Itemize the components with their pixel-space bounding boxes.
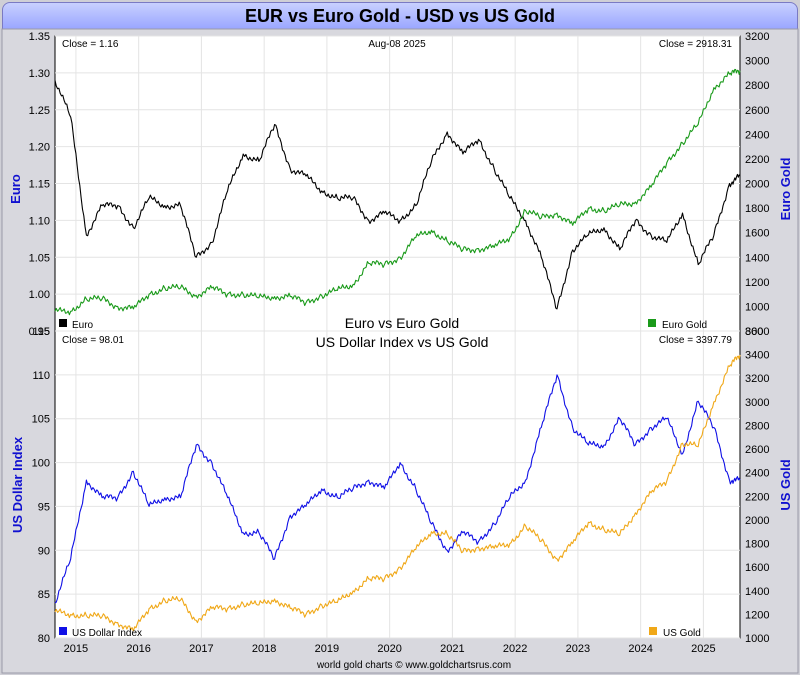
right-y-tick-label: 2400 [745,468,769,480]
bottom-plot-area [54,330,741,639]
legend-us-gold-swatch [649,627,657,635]
page-title: EUR vs Euro Gold - USD vs US Gold [244,6,556,26]
left-y-tick-label: 85 [38,589,50,601]
right-y-tick-label: 2600 [745,105,769,117]
x-tick-label: 2025 [691,643,715,655]
x-tick-label: 2022 [503,643,527,655]
left-y-tick-label: 1.15 [29,179,50,191]
x-tick-label: 2018 [252,643,276,655]
right-y-tick-label: 2000 [745,179,769,191]
right-y-tick-label: 1600 [745,562,769,574]
right-y-tick-label: 1400 [745,586,769,598]
left-y-tick-label: 110 [32,370,50,382]
bottom-right-axis-title: US Gold [778,459,793,510]
right-y-tick-label: 1600 [745,228,769,240]
x-tick-label: 2016 [126,643,150,655]
top-right-axis-title: Euro Gold [778,158,793,221]
right-y-tick-label: 1000 [745,301,769,313]
series-line-euro-gold [54,68,741,316]
x-tick-label: 2021 [440,643,464,655]
series-line-us-dollar-index [54,374,741,604]
left-y-tick-label: 1.10 [29,215,50,227]
right-y-tick-label: 3000 [745,397,769,409]
left-y-tick-label: 105 [32,414,50,426]
right-y-tick-label: 3200 [745,373,769,385]
top-left-axis-title: Euro [8,174,23,204]
left-y-tick-label: 115 [32,326,50,338]
right-y-tick-label: 1800 [745,539,769,551]
right-y-tick-label: 1400 [745,252,769,264]
x-tick-label: 2023 [566,643,590,655]
x-tick-label: 2019 [315,643,339,655]
legend-euro-label: Euro [72,320,94,331]
x-tick-label: 2017 [189,643,213,655]
legend-euro-gold-label: Euro Gold [662,320,707,331]
bottom-left-axis-title: US Dollar Index [10,436,25,533]
top-close-left: Close = 1.16 [62,39,119,50]
legend-euro-swatch [59,319,67,327]
x-tick-label: 2015 [64,643,88,655]
right-y-tick-label: 2800 [745,420,769,432]
left-y-tick-label: 100 [32,458,50,470]
bottom-chart-title: US Dollar Index vs US Gold [316,334,489,350]
bottom-close-right: Close = 3397.79 [659,335,733,346]
left-y-tick-label: 1.25 [29,105,50,117]
right-y-tick-label: 2600 [745,444,769,456]
right-y-tick-label: 1800 [745,203,769,215]
right-y-tick-label: 800 [745,326,763,338]
footer-credit: world gold charts © www.goldchartsrus.co… [316,660,511,671]
right-y-tick-label: 1200 [745,277,769,289]
legend-usd-label: US Dollar Index [72,628,142,639]
right-y-tick-label: 3000 [745,56,769,68]
right-y-tick-label: 3200 [745,31,769,43]
left-y-tick-label: 1.05 [29,252,50,264]
right-y-tick-label: 3600 [745,326,769,338]
right-y-tick-label: 1000 [745,633,769,645]
top-date-label: Aug-08 2025 [368,39,426,50]
series-line-us-gold [54,354,741,632]
legend-euro-gold-swatch [648,319,656,327]
right-y-tick-label: 1200 [745,609,769,621]
left-y-tick-label: 1.30 [29,68,50,80]
right-y-tick-label: 3400 [745,350,769,362]
right-y-tick-label: 2000 [745,515,769,527]
right-y-tick-label: 2200 [745,491,769,503]
x-tick-label: 2024 [628,643,652,655]
x-tick-label: 2020 [377,643,401,655]
right-y-tick-label: 2400 [745,129,769,141]
left-y-tick-label: 80 [38,633,50,645]
top-close-right: Close = 2918.31 [659,39,733,50]
left-y-tick-label: 1.20 [29,142,50,154]
top-chart-title: Euro vs Euro Gold [345,315,459,331]
series-line-euro [54,80,741,310]
left-y-tick-label: 90 [38,545,50,557]
chart-title-bar: EUR vs Euro Gold - USD vs US Gold [2,2,798,30]
left-y-tick-label: 1.00 [29,289,50,301]
left-y-tick-label: 0.95 [29,326,50,338]
legend-usd-swatch [59,627,67,635]
left-y-tick-label: 1.35 [29,31,50,43]
right-y-tick-label: 2200 [745,154,769,166]
right-y-tick-label: 2800 [745,80,769,92]
left-y-tick-label: 95 [38,501,50,513]
bottom-close-left: Close = 98.01 [62,335,124,346]
legend-us-gold-label: US Gold [663,628,701,639]
